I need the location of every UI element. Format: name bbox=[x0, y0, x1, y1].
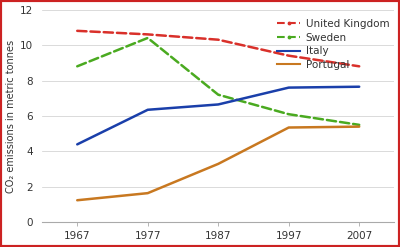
Line: Italy: Italy bbox=[77, 87, 359, 144]
Italy bbox=[286, 86, 291, 89]
Italy bbox=[216, 103, 221, 106]
Portugal bbox=[145, 192, 150, 195]
Sweden bbox=[216, 93, 221, 96]
Portugal bbox=[286, 126, 291, 129]
United Kingdom bbox=[357, 65, 362, 68]
Sweden bbox=[145, 37, 150, 40]
United Kingdom bbox=[145, 33, 150, 36]
Sweden bbox=[357, 123, 362, 126]
Portugal bbox=[357, 125, 362, 128]
Line: Sweden: Sweden bbox=[77, 38, 359, 125]
Sweden bbox=[286, 113, 291, 116]
Italy bbox=[145, 108, 150, 111]
United Kingdom bbox=[216, 38, 221, 41]
Italy bbox=[357, 85, 362, 88]
Portugal bbox=[216, 162, 221, 165]
Line: United Kingdom: United Kingdom bbox=[77, 31, 359, 66]
Y-axis label: CO₂ emissions in metric tonnes: CO₂ emissions in metric tonnes bbox=[6, 40, 16, 193]
Line: Portugal: Portugal bbox=[77, 127, 359, 200]
Sweden bbox=[75, 65, 80, 68]
Italy bbox=[75, 143, 80, 146]
Portugal bbox=[75, 199, 80, 202]
United Kingdom bbox=[75, 29, 80, 32]
Legend: United Kingdom, Sweden, Italy, Portugal: United Kingdom, Sweden, Italy, Portugal bbox=[278, 19, 389, 70]
United Kingdom bbox=[286, 54, 291, 57]
